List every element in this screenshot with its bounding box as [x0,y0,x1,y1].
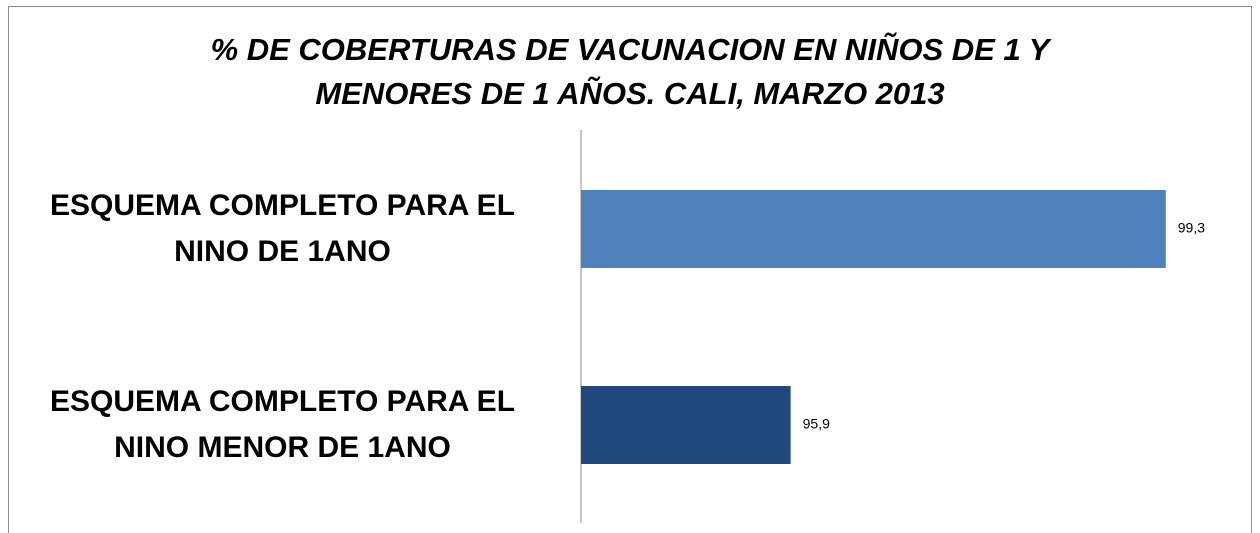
chart-frame [8,6,1252,533]
chart-title: % DE COBERTURAS DE VACUNACION EN NIÑOS D… [210,32,1050,111]
bar [581,190,1166,268]
bar [581,386,791,464]
value-label: 99,3 [1178,220,1205,236]
category-label: ESQUEMA COMPLETO PARA EL NINO MENOR DE 1… [49,385,516,464]
value-label: 95,9 [803,416,830,432]
category-label: ESQUEMA COMPLETO PARA EL NINO DE 1ANO [49,189,516,268]
